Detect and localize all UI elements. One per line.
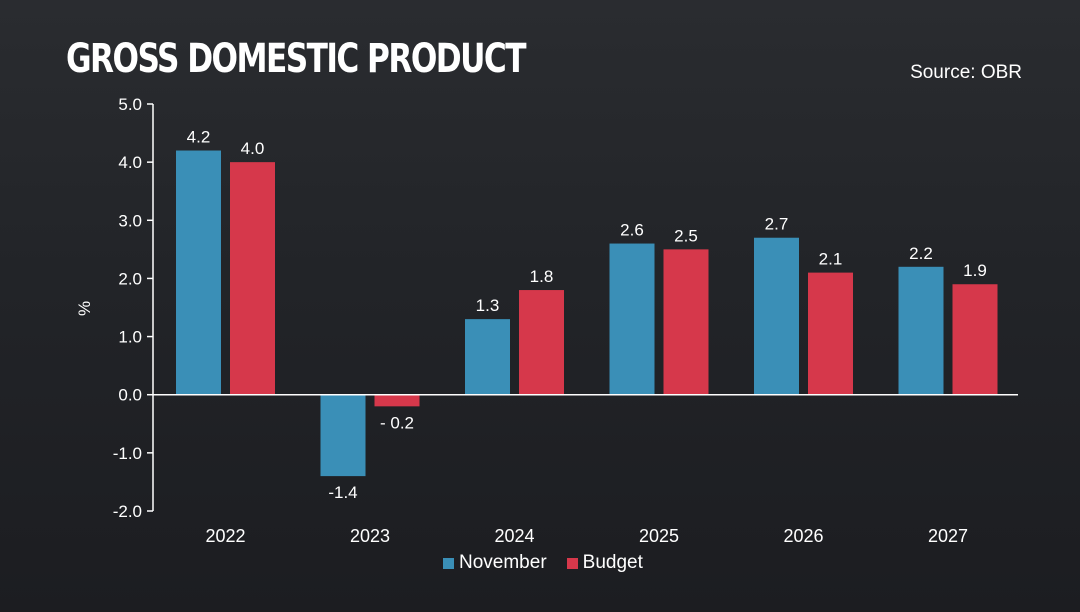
y-tick-label: -2.0: [113, 502, 142, 521]
y-tick-label: 5.0: [118, 95, 142, 114]
legend: November Budget: [443, 552, 663, 574]
data-label-budget-2025: 2.5: [674, 226, 698, 245]
bar-november-2027: [898, 266, 944, 395]
data-label-november-2023: -1.4: [328, 483, 357, 502]
y-tick-label: -1.0: [113, 444, 142, 463]
bar-budget-2026: [808, 272, 853, 395]
y-tick-label: 4.0: [118, 153, 142, 172]
chart-title: GROSS DOMESTIC PRODUCT: [66, 36, 527, 82]
bar-budget-2023: [374, 394, 420, 407]
data-label-budget-2024: 1.8: [530, 267, 554, 286]
legend-label-november: November: [459, 552, 547, 573]
x-tick-label-2025: 2025: [639, 526, 679, 546]
bar-november-2025: [609, 243, 655, 395]
y-axis-title: %: [75, 301, 94, 316]
legend-swatch-november: [443, 557, 454, 569]
bar-november-2022: [176, 150, 221, 395]
legend-swatch-budget: [566, 557, 578, 569]
x-tick-label-2024: 2024: [494, 526, 534, 546]
y-tick-label: 0.0: [118, 386, 142, 405]
data-label-november-2026: 2.7: [765, 215, 789, 234]
legend-item-budget: Budget: [566, 552, 643, 574]
data-label-budget-2027: 1.9: [963, 261, 987, 280]
data-label-november-2024: 1.3: [476, 296, 500, 315]
data-label-budget-2022: 4.0: [241, 139, 265, 158]
bar-november-2026: [754, 237, 799, 395]
y-tick-label: 2.0: [118, 269, 142, 288]
x-tick-label-2023: 2023: [350, 526, 390, 546]
legend-item-november: November: [443, 552, 547, 574]
bar-november-2024: [465, 319, 510, 395]
x-tick-label-2022: 2022: [205, 526, 245, 546]
bar-budget-2024: [519, 290, 564, 395]
bar-november-2023: [320, 394, 366, 477]
bar-budget-2022: [230, 162, 275, 395]
bar-budget-2027: [952, 284, 998, 395]
source-label: Source: OBR: [910, 62, 1022, 83]
x-tick-label-2026: 2026: [783, 526, 823, 546]
data-label-november-2022: 4.2: [187, 128, 211, 147]
data-label-november-2025: 2.6: [620, 221, 644, 240]
data-label-budget-2023: - 0.2: [380, 413, 414, 432]
data-label-november-2027: 2.2: [909, 244, 933, 263]
x-tick-label-2027: 2027: [928, 526, 968, 546]
data-label-budget-2026: 2.1: [819, 250, 843, 269]
y-tick-label: 1.0: [118, 328, 142, 347]
y-tick-label: 3.0: [118, 211, 142, 230]
bar-budget-2025: [663, 249, 709, 395]
legend-label-budget: Budget: [582, 552, 643, 573]
